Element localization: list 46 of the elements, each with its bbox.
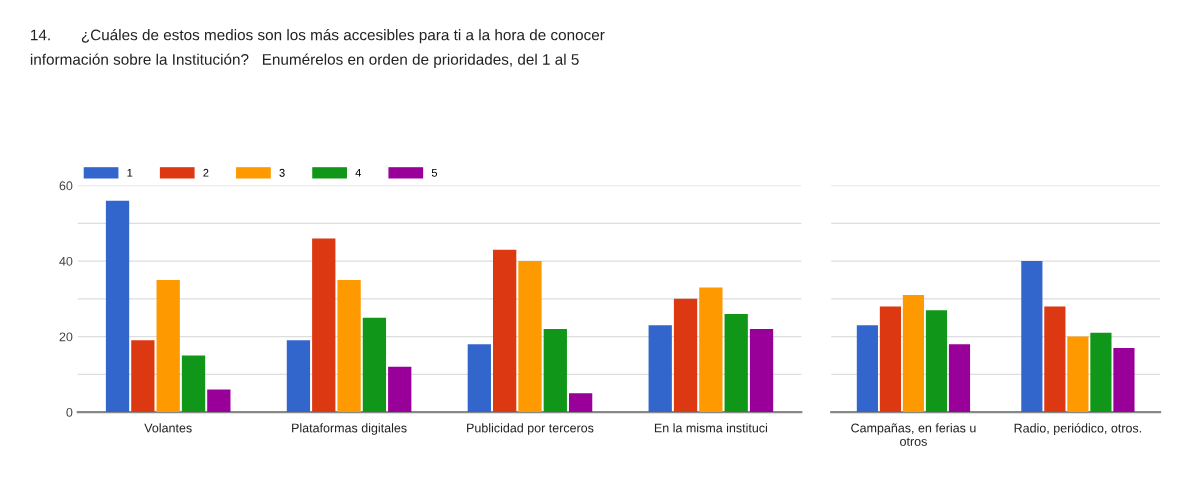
legend-label: 5 [431,168,438,177]
bar [362,317,387,413]
bar [493,249,517,413]
x-tick-label: Campañas, en ferias u otros [851,423,976,446]
legend-label: 4 [355,168,362,177]
bar [673,298,698,413]
bar [467,344,491,413]
bar [312,238,336,413]
x-tick-label: Plataformas digitales [292,423,407,435]
bar [648,325,672,413]
bar [207,389,231,413]
bar [131,340,155,413]
bar [1044,306,1066,413]
bar [1113,347,1135,413]
bar [856,325,878,413]
bar [181,355,206,413]
legend-label: 1 [127,168,133,177]
bar [699,287,723,413]
legend-label: 3 [279,168,285,177]
y-tick-label: 60 [59,181,73,191]
x-tick-label: Radio, periódico, otros. [1014,423,1142,436]
bar [568,393,593,413]
y-tick-label: 40 [59,256,73,266]
x-tick-label: Publicidad por terceros [467,423,594,435]
bar [1090,332,1112,413]
x-tick-label: En la misma instituci [654,423,767,433]
bar [948,344,971,413]
y-tick-label: 0 [66,407,73,417]
x-tick-label: Volantes [144,423,192,433]
bar [724,313,748,413]
y-tick-label: 20 [59,332,73,342]
bar [518,261,542,413]
legend-label: 2 [203,168,209,177]
bar [1021,261,1043,413]
bar [749,329,774,413]
bar [1067,336,1089,413]
chart-title: 14. ¿Cuáles de estos medios son los más accesibles para ti a la hora de conocer información sobre la Institución? Enumérelos en orden de prioridades, del 1 al 5 [30,28,605,68]
bar [388,366,412,413]
bar [105,200,130,413]
bar [337,279,361,413]
bar [925,310,948,413]
bar [543,329,567,413]
bar [286,340,311,413]
bar [879,306,902,413]
bar [902,295,925,413]
bar [156,279,180,413]
